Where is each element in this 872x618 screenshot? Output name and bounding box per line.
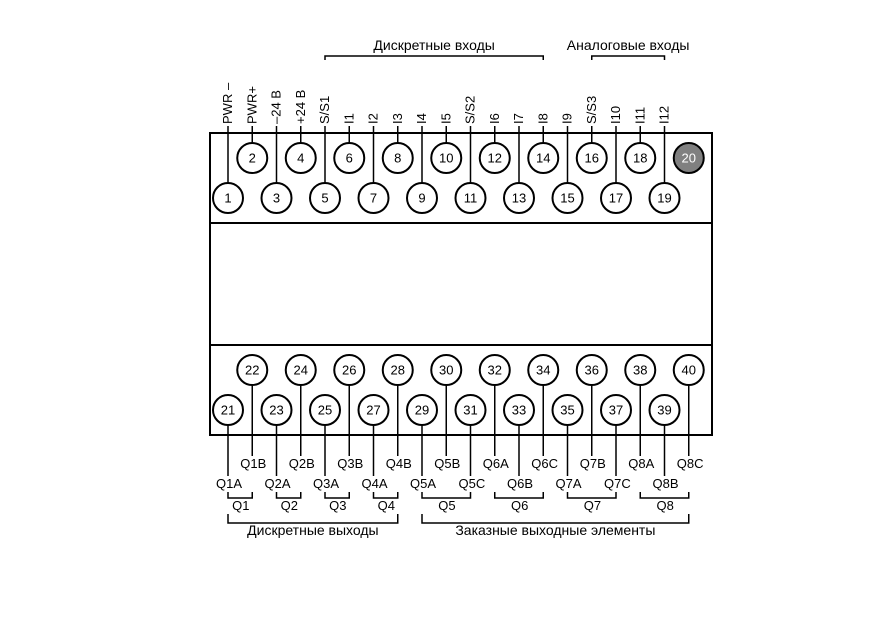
bot-pin-label: Q7B — [580, 456, 606, 471]
top-section-bracket — [592, 56, 665, 60]
terminal-number: 1 — [224, 191, 231, 206]
terminal-number: 16 — [585, 151, 599, 166]
top-pin-label: I8 — [535, 113, 550, 124]
bot-section-label: Дискретные выходы — [247, 522, 378, 538]
terminal-number: 13 — [512, 191, 526, 206]
terminal-number: 26 — [342, 363, 356, 378]
top-pin-label: I5 — [438, 113, 453, 124]
terminal-number: 20 — [682, 151, 696, 166]
terminal-number: 3 — [273, 191, 280, 206]
terminal-number: 17 — [609, 191, 623, 206]
top-pin-label: –24 B — [269, 90, 284, 124]
bot-group-label: Q8 — [657, 498, 674, 513]
terminal-number: 37 — [609, 403, 623, 418]
top-pin-label: I12 — [657, 106, 672, 124]
terminal-number: 24 — [294, 363, 308, 378]
bot-group-label: Q6 — [511, 498, 528, 513]
bot-pin-label: Q2A — [265, 476, 291, 491]
top-section-label: Дискретные входы — [373, 37, 494, 53]
terminal-number: 7 — [370, 191, 377, 206]
terminal-number: 32 — [488, 363, 502, 378]
top-pin-label: S/S1 — [317, 96, 332, 124]
bot-pin-label: Q4A — [362, 476, 388, 491]
bot-pin-label: Q7A — [556, 476, 582, 491]
terminal-number: 33 — [512, 403, 526, 418]
terminal-number: 36 — [585, 363, 599, 378]
terminal-number: 28 — [391, 363, 405, 378]
bot-pin-label: Q3B — [337, 456, 363, 471]
bot-pin-label: Q8B — [653, 476, 679, 491]
terminal-number: 19 — [657, 191, 671, 206]
terminal-number: 34 — [536, 363, 550, 378]
bot-group-label: Q5 — [438, 498, 455, 513]
terminal-number: 35 — [560, 403, 574, 418]
top-pin-label: +24 B — [293, 90, 308, 124]
bot-pin-label: Q5A — [410, 476, 436, 491]
top-pin-label: I2 — [366, 113, 381, 124]
bot-pin-label: Q2B — [289, 456, 315, 471]
bot-pin-label: Q3A — [313, 476, 339, 491]
module-body — [210, 223, 712, 345]
bot-pin-label: Q1A — [216, 476, 242, 491]
bot-section-label: Заказные выходные элементы — [455, 522, 655, 538]
terminal-number: 2 — [249, 151, 256, 166]
top-pin-label: I9 — [560, 113, 575, 124]
terminal-number: 30 — [439, 363, 453, 378]
bot-pin-label: Q1B — [240, 456, 266, 471]
top-section-label: Аналоговые входы — [567, 37, 690, 53]
terminal-number: 38 — [633, 363, 647, 378]
top-pin-label: I6 — [487, 113, 502, 124]
terminal-number: 23 — [269, 403, 283, 418]
top-pin-label: I11 — [632, 107, 647, 124]
terminal-number: 39 — [657, 403, 671, 418]
top-pin-label: PWR – — [220, 82, 235, 124]
terminal-number: 25 — [318, 403, 332, 418]
top-pin-label: PWR+ — [244, 86, 259, 124]
terminal-number: 6 — [346, 151, 353, 166]
terminal-number: 21 — [221, 403, 235, 418]
terminal-number: 31 — [463, 403, 477, 418]
bot-pin-label: Q6A — [483, 456, 509, 471]
bot-group-label: Q1 — [232, 498, 249, 513]
bot-pin-label: Q6B — [507, 476, 533, 491]
terminal-number: 4 — [297, 151, 304, 166]
terminal-number: 18 — [633, 151, 647, 166]
top-pin-label: I1 — [341, 113, 356, 124]
bot-pin-label: Q5B — [434, 456, 460, 471]
bot-pin-label: Q7C — [604, 476, 631, 491]
terminal-number: 14 — [536, 151, 550, 166]
top-pin-label: I10 — [608, 106, 623, 124]
top-pin-label: I4 — [414, 113, 429, 124]
top-pin-label: S/S2 — [463, 96, 478, 124]
bot-pin-label: Q4B — [386, 456, 412, 471]
top-pin-label: I7 — [511, 113, 526, 124]
bot-pin-label: Q5C — [459, 476, 486, 491]
terminal-number: 40 — [682, 363, 696, 378]
bot-group-label: Q3 — [329, 498, 346, 513]
bot-group-label: Q4 — [378, 498, 395, 513]
terminal-number: 22 — [245, 363, 259, 378]
terminal-number: 15 — [560, 191, 574, 206]
terminal-number: 29 — [415, 403, 429, 418]
terminal-number: 11 — [464, 191, 478, 206]
terminal-number: 12 — [488, 151, 502, 166]
bot-pin-label: Q6C — [531, 456, 558, 471]
bot-pin-label: Q8C — [677, 456, 704, 471]
bot-group-label: Q7 — [584, 498, 601, 513]
top-section-bracket — [325, 56, 543, 60]
terminal-number: 10 — [439, 151, 453, 166]
terminal-number: 9 — [418, 191, 425, 206]
terminal-number: 27 — [366, 403, 380, 418]
bot-group-label: Q2 — [281, 498, 298, 513]
terminal-number: 5 — [321, 191, 328, 206]
top-pin-label: S/S3 — [584, 96, 599, 124]
terminal-number: 8 — [394, 151, 401, 166]
bot-pin-label: Q8A — [628, 456, 654, 471]
top-pin-label: I3 — [390, 113, 405, 124]
